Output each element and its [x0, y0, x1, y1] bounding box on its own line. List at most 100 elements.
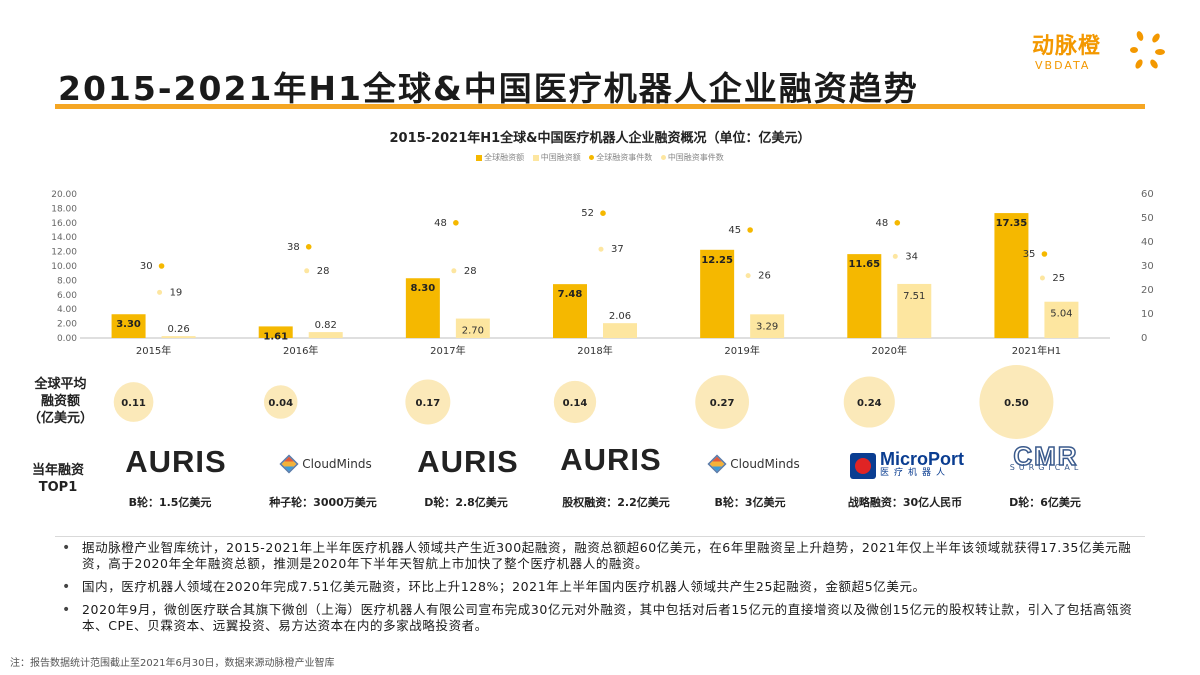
y-left-tick-label: 2.00 — [57, 320, 77, 330]
point-label-china-events: 34 — [905, 251, 918, 262]
summary-bullets: 据动脉橙产业智库统计，2015-2021年上半年医疗机器人领域共产生近300起融… — [60, 540, 1150, 641]
legend-item-china-amount: 中国融资额 — [532, 152, 581, 163]
point-china-events — [157, 289, 163, 295]
bar-china-amount — [603, 323, 637, 338]
top1-row-label: 当年融资 TOP1 — [32, 463, 85, 495]
point-china-events — [598, 246, 604, 252]
point-label-global-events: 30 — [140, 261, 153, 272]
point-china-events — [1039, 275, 1045, 281]
round-label-2021: D轮：6亿美元 — [1009, 496, 1081, 509]
company-logo-cloudminds-2019: CloudMinds — [679, 454, 829, 477]
point-china-events — [745, 273, 751, 279]
y-right-tick-label: 50 — [1141, 213, 1154, 224]
bar-china-amount — [897, 283, 932, 338]
bar-label-global-amount: 17.35 — [996, 218, 1028, 229]
funding-chart: 0.00 2.00 4.00 6.00 8.00 10.00 12.00 14.00 16.00… — [51, 189, 1154, 357]
brand-name-cn: 动脉橙 — [1032, 34, 1102, 59]
bar-china-amount — [455, 318, 490, 338]
bar-label-china-amount: 2.70 — [462, 326, 484, 337]
x-tick-label: 2017年 — [430, 344, 465, 357]
brand-logo: 动脉橙 VBDATA — [1032, 28, 1172, 80]
point-global-events — [305, 244, 312, 250]
bar-global-amount — [994, 213, 1029, 338]
y-right-tick-label: 0 — [1141, 333, 1147, 344]
bar-global-amount — [258, 326, 293, 338]
legend-item-china-events: 中国融资事件数 — [660, 152, 724, 163]
legend-item-global-events: 全球融资事件数 — [589, 152, 652, 163]
point-label-china-events: 25 — [1052, 273, 1065, 284]
x-tick-label: 2020年 — [872, 344, 907, 357]
round-label-2015: B轮：1.5亿美元 — [128, 496, 212, 509]
avg-amount-bubble — [979, 365, 1054, 439]
avg-amount-bubble — [843, 376, 895, 428]
avg-amount-label: 0.27 — [710, 398, 735, 409]
y-left-tick-label: 10.00 — [51, 262, 77, 272]
point-label-china-events: 19 — [170, 287, 183, 298]
avg-amount-row: 0.11 0.04 0.17 0.14 0.27 0.24 0.50 — [113, 365, 1054, 439]
summary-bullet: 2020年9月，微创医疗联合其旗下微创（上海）医疗机器人有限公司宣布完成30亿元… — [60, 602, 1150, 634]
y-left-tick-label: 6.00 — [57, 291, 77, 301]
point-label-china-events: 28 — [317, 266, 330, 277]
footnote: 注：报告数据统计范围截止至2021年6月30日，数据来源动脉橙产业智库 — [10, 658, 335, 669]
bar-global-amount — [700, 249, 735, 338]
point-global-events — [1041, 251, 1048, 257]
y-left-tick-label: 0.00 — [57, 334, 77, 344]
company-logo-cloudminds-2016: CloudMinds — [251, 454, 401, 477]
bar-china-amount — [1044, 301, 1079, 338]
y-right-tick-label: 60 — [1141, 189, 1154, 200]
chart-legend: 全球融资额 中国融资额 全球融资事件数 中国融资事件数 — [0, 152, 1200, 163]
y-left-tick-label: 16.00 — [51, 219, 77, 229]
chart-title: 2015-2021年H1全球&中国医疗机器人企业融资概况（单位：亿美元） — [389, 131, 811, 146]
point-label-global-events: 35 — [1023, 249, 1036, 260]
company-logo-auris-2017: AURIS — [417, 444, 519, 479]
point-china-events — [451, 268, 457, 274]
page-title: 2015-2021年H1全球&中国医疗机器人企业融资趋势 — [58, 69, 919, 108]
avg-amount-label: 0.50 — [1004, 398, 1029, 409]
y-right-tick-label: 10 — [1141, 309, 1154, 320]
y-left-tick-label: 4.00 — [57, 305, 77, 315]
avg-amount-label: 0.04 — [268, 398, 293, 409]
round-label-2018: 股权融资：2.2亿美元 — [562, 496, 670, 509]
avg-row-label: 全球平均 融资额 （亿美元） — [28, 377, 94, 426]
bar-label-china-amount: 5.04 — [1050, 309, 1072, 320]
y-right-tick-label: 20 — [1141, 285, 1154, 296]
avg-amount-label: 0.17 — [416, 398, 441, 409]
round-label-2020: 战略融资：30亿人民币 — [847, 496, 963, 509]
company-logo-microport-2020: MicroPort 医疗机器人 — [832, 450, 982, 483]
y-right-tick-label: 30 — [1141, 261, 1154, 272]
brand-name-en: VBDATA — [1035, 59, 1091, 72]
point-label-china-events: 26 — [758, 271, 771, 282]
legend-item-global-amount: 全球融资额 — [476, 152, 524, 163]
point-global-events — [747, 227, 753, 233]
y-left-tick-label: 12.00 — [51, 248, 77, 258]
x-tick-label: 2021年H1 — [1012, 344, 1061, 357]
title-underline — [55, 104, 1145, 109]
x-tick-label: 2018年 — [577, 344, 612, 357]
bar-label-global-amount: 12.25 — [701, 255, 733, 266]
bar-label-china-amount: 0.82 — [315, 320, 337, 331]
company-logo-auris-2018: AURIS — [560, 442, 662, 477]
bar-label-global-amount: 3.30 — [116, 319, 141, 330]
bar-label-china-amount: 2.06 — [609, 311, 631, 322]
point-label-china-events: 37 — [611, 244, 624, 255]
bar-china-amount — [750, 314, 785, 338]
round-label-2019: B轮：3亿美元 — [714, 496, 786, 509]
cloudminds-cube-icon — [279, 454, 299, 474]
summary-bullet: 据动脉橙产业智库统计，2015-2021年上半年医疗机器人领域共产生近300起融… — [60, 540, 1150, 572]
avg-amount-label: 0.11 — [121, 398, 146, 409]
cloudminds-cube-icon — [707, 454, 727, 474]
x-tick-label: 2016年 — [283, 344, 318, 357]
bar-global-amount — [405, 278, 440, 338]
bar-label-china-amount: 7.51 — [903, 291, 925, 302]
avg-amount-bubble — [405, 379, 451, 425]
bar-china-amount — [161, 336, 196, 338]
bar-global-amount — [553, 284, 587, 338]
bar-label-global-amount: 11.65 — [848, 259, 880, 270]
bar-global-amount — [847, 254, 882, 338]
summary-bullet: 国内，医疗机器人领域在2020年完成7.51亿美元融资，环比上升128%；202… — [60, 579, 1150, 595]
bar-label-global-amount: 8.30 — [411, 283, 436, 294]
point-label-global-events: 52 — [581, 208, 594, 219]
point-global-events — [600, 210, 606, 216]
x-tick-label: 2019年 — [724, 344, 759, 357]
round-label-2016: 种子轮：3000万美元 — [269, 496, 377, 509]
